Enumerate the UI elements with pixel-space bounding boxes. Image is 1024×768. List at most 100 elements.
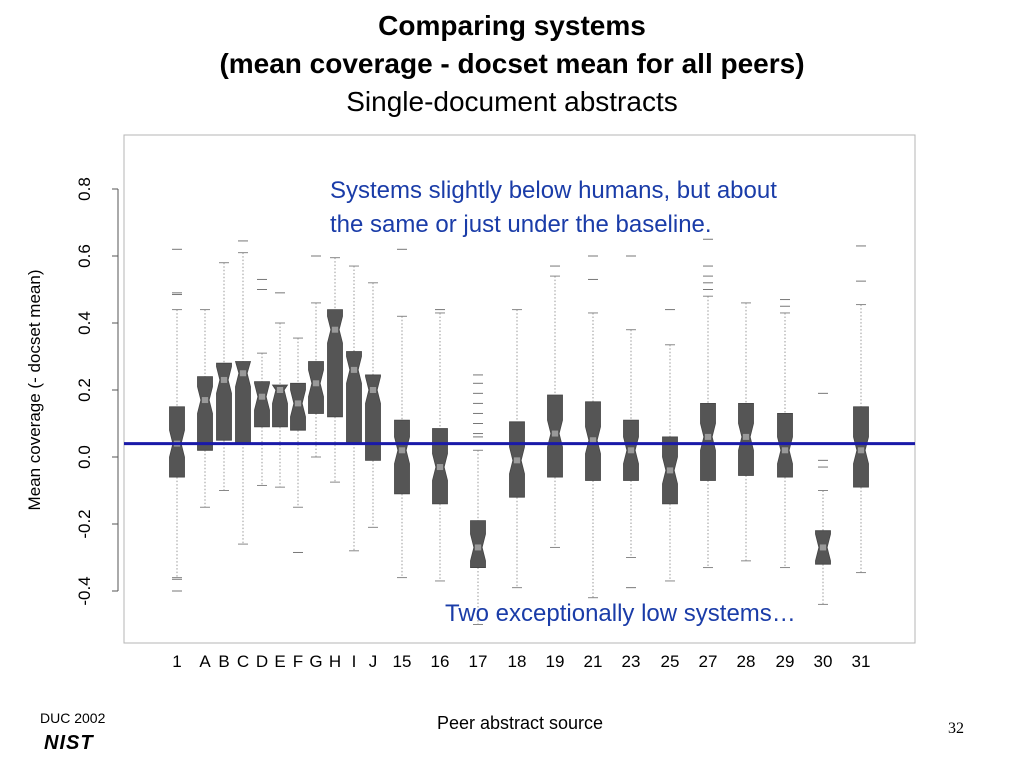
x-tick-label: 21 <box>584 652 603 671</box>
box-body <box>254 381 270 428</box>
y-tick-label: -0.4 <box>75 576 94 605</box>
x-tick-label: 19 <box>546 652 565 671</box>
annotation-line1: Systems slightly below humans, but about <box>330 177 777 204</box>
x-tick-label: 17 <box>469 652 488 671</box>
x-tick-label: 15 <box>393 652 412 671</box>
box-31 <box>853 245 869 574</box>
median-mark <box>589 437 597 444</box>
nist-logo: NIST <box>44 732 94 752</box>
svg-text:NIST: NIST <box>44 732 94 752</box>
box-15 <box>394 248 410 579</box>
x-tick-label: E <box>274 652 285 671</box>
box-body <box>777 413 793 478</box>
x-tick-label: B <box>218 652 229 671</box>
median-mark <box>781 447 789 454</box>
box-30 <box>815 392 831 605</box>
x-tick-label: 31 <box>852 652 871 671</box>
y-tick-label: 0.8 <box>75 177 94 201</box>
slide-title-line1: Comparing systems <box>378 10 646 41</box>
box-series <box>169 238 869 625</box>
box-19 <box>547 265 563 548</box>
median-mark <box>857 447 865 454</box>
x-tick-label: 23 <box>622 652 641 671</box>
box-16 <box>432 309 448 582</box>
box-body <box>470 520 486 568</box>
median-mark <box>474 544 482 551</box>
median-mark <box>436 464 444 471</box>
box-H <box>327 257 343 483</box>
box-23 <box>623 255 639 589</box>
box-body <box>216 362 232 441</box>
box-body <box>327 309 343 418</box>
median-mark <box>704 433 712 440</box>
median-mark <box>239 370 247 377</box>
box-17 <box>470 374 486 625</box>
footer-conference: DUC 2002 <box>40 710 106 726</box>
x-axis-label: Peer abstract source <box>436 713 604 733</box>
slide-title-line2: (mean coverage - docset mean for all pee… <box>219 48 805 79</box>
median-mark <box>294 400 302 407</box>
median-mark <box>819 544 827 551</box>
box-18 <box>509 309 525 589</box>
x-tick-label: F <box>293 652 303 671</box>
x-tick-label: C <box>237 652 249 671</box>
box-27 <box>700 238 716 569</box>
median-mark <box>276 387 284 393</box>
median-mark <box>398 447 406 454</box>
box-G <box>308 255 324 458</box>
x-tick-label: 1 <box>172 652 181 671</box>
box-body <box>346 351 362 445</box>
y-tick-label: 0.0 <box>75 445 94 469</box>
x-tick-label: 27 <box>699 652 718 671</box>
annotation-line2: the same or just under the baseline. <box>330 211 712 238</box>
x-tick-label: 16 <box>431 652 450 671</box>
box-body <box>853 406 869 488</box>
x-tick-label: D <box>256 652 268 671</box>
y-axis-label: Mean coverage (- docset mean) <box>25 270 44 511</box>
box-J <box>365 282 381 528</box>
x-tick-label: 29 <box>776 652 795 671</box>
median-mark <box>220 376 228 383</box>
x-tick-label: J <box>369 652 378 671</box>
box-B <box>216 262 232 491</box>
x-axis-tick-labels: 1 A B C D E F G H I J 15 16 17 18 19 21 23 25 27 28 29 30 31 <box>172 652 870 671</box>
y-tick-label: -0.2 <box>75 509 94 538</box>
median-mark <box>201 397 209 404</box>
box-E <box>271 292 289 488</box>
median-mark <box>551 430 559 437</box>
median-mark <box>369 387 377 393</box>
box-29 <box>777 299 793 569</box>
box-F <box>290 337 306 553</box>
x-tick-label: G <box>309 652 322 671</box>
median-mark <box>742 433 750 440</box>
slide-subtitle: Single-document abstracts <box>346 86 678 117</box>
median-mark <box>513 457 521 464</box>
x-tick-label: A <box>199 652 211 671</box>
median-mark <box>666 467 674 474</box>
y-tick-label: 0.6 <box>75 244 94 268</box>
y-tick-label: 0.2 <box>75 378 94 402</box>
box-body <box>700 402 716 481</box>
box-body <box>271 384 289 428</box>
box-body <box>290 382 306 431</box>
box-A <box>197 309 213 508</box>
x-tick-label: I <box>352 652 357 671</box>
box-body <box>365 374 381 461</box>
annotation-low-systems: Two exceptionally low systems… <box>445 600 796 627</box>
box-body <box>197 376 213 451</box>
x-tick-label: H <box>329 652 341 671</box>
box-28 <box>738 302 754 562</box>
x-tick-label: 25 <box>661 652 680 671</box>
x-tick-label: 28 <box>737 652 756 671</box>
box-D <box>254 278 270 486</box>
median-mark <box>350 366 358 373</box>
x-tick-label: 30 <box>814 652 833 671</box>
median-mark <box>258 393 266 400</box>
box-body <box>394 419 410 495</box>
box-21 <box>585 255 601 599</box>
median-mark <box>627 447 635 454</box>
box-1 <box>169 248 185 592</box>
box-25 <box>662 309 678 582</box>
x-tick-label: 18 <box>508 652 527 671</box>
